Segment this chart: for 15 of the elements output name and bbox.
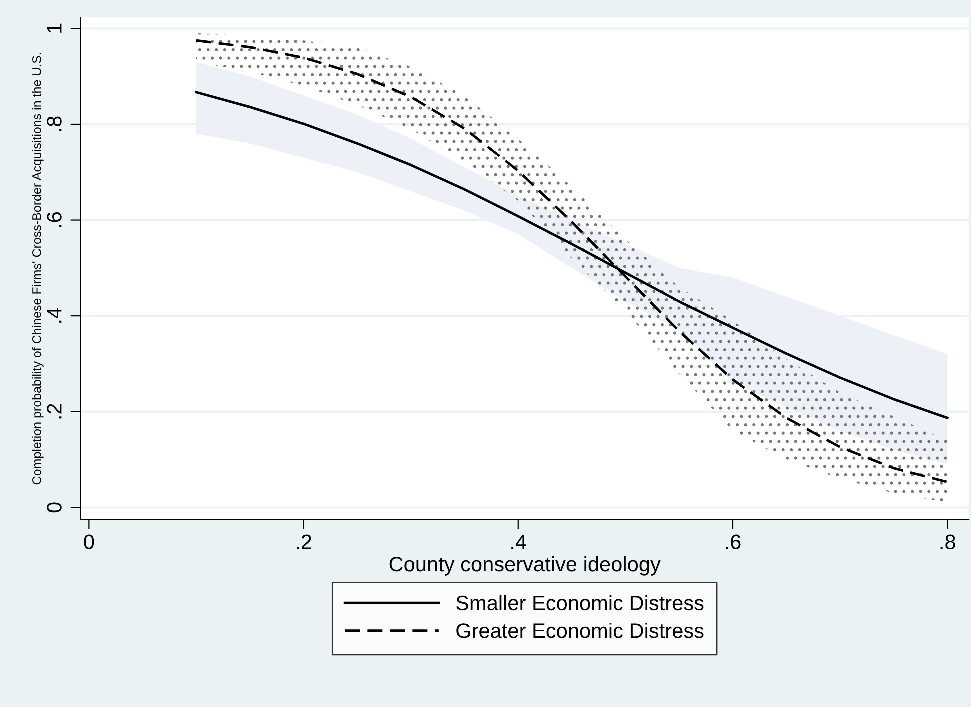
x-tick-label: .2 — [296, 534, 312, 550]
y-axis-title: Completion probability of Chinese Firms' Cross-Border Acquisitions in the U.S. — [32, 53, 44, 485]
y-tick-label: .8 — [47, 116, 62, 132]
x-axis-title: County conservative ideology — [390, 556, 661, 576]
y-tick-label: 1 — [47, 24, 62, 33]
y-tick-label: .4 — [47, 308, 62, 323]
x-tick-label: .6 — [726, 534, 741, 550]
legend-label: Smaller Economic Distress — [456, 595, 704, 611]
legend-label: Greater Economic Distress — [456, 623, 704, 638]
y-tick-label: .2 — [47, 404, 62, 419]
y-tick-label: .6 — [47, 212, 62, 228]
x-tick-label: .4 — [512, 534, 526, 550]
x-tick-label: 0 — [84, 534, 94, 550]
x-tick-label: .8 — [940, 534, 956, 550]
y-tick-label: 0 — [47, 502, 62, 513]
